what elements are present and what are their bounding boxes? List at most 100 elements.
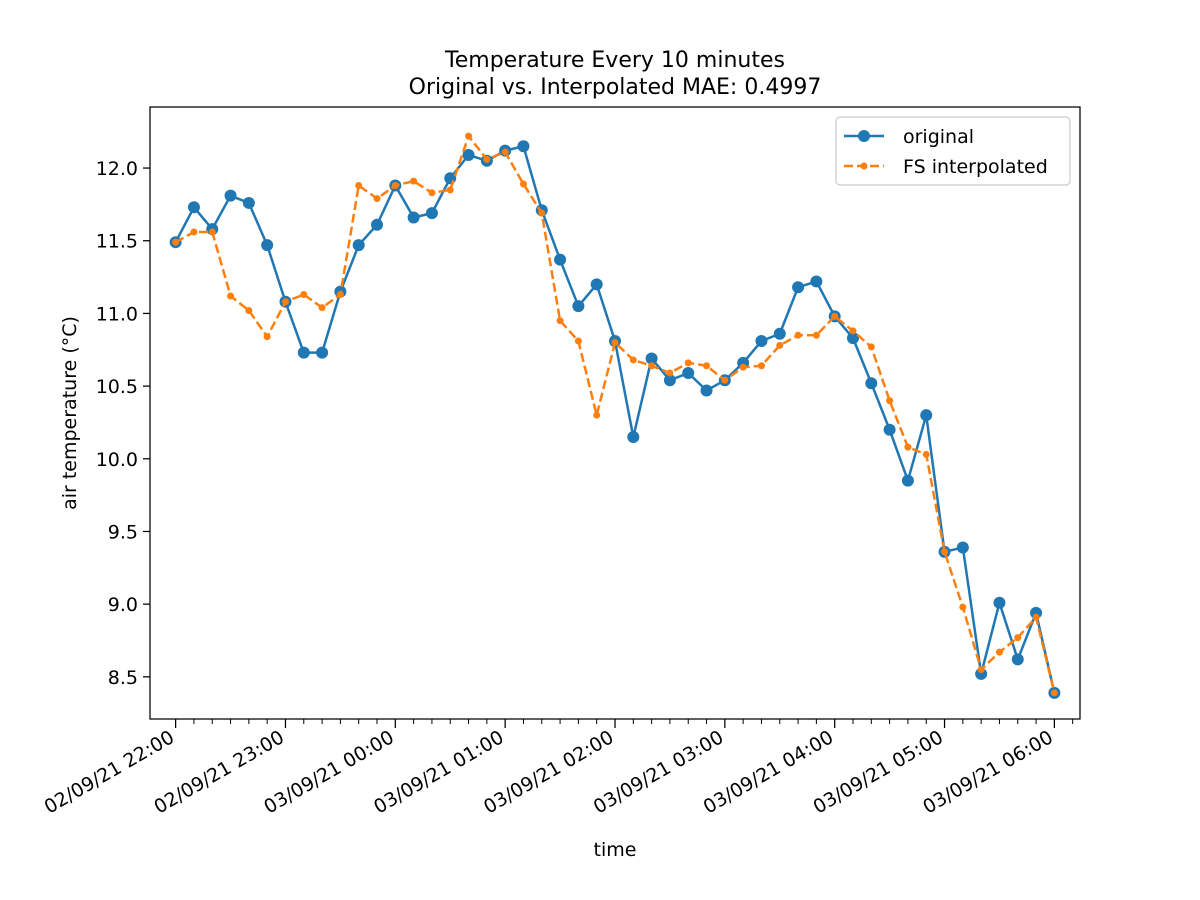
legend-fs-marker-icon <box>860 162 868 170</box>
legend-entry-fs-interpolated: FS interpolated <box>844 156 1048 178</box>
legend-label-original: original <box>903 126 974 148</box>
data-point-original <box>792 281 805 294</box>
data-point-fs-interpolated <box>556 317 564 325</box>
data-point-fs-interpolated <box>446 186 454 194</box>
data-point-fs-interpolated <box>629 356 637 364</box>
data-point-fs-interpolated <box>538 209 546 217</box>
plot-area <box>169 132 1061 699</box>
data-point-fs-interpolated <box>721 376 729 384</box>
y-tick-label: 10.0 <box>96 449 138 471</box>
data-point-fs-interpolated <box>995 648 1003 656</box>
data-point-fs-interpolated <box>410 177 418 185</box>
data-point-fs-interpolated <box>227 292 235 300</box>
data-point-original <box>407 211 420 224</box>
data-point-fs-interpolated <box>648 362 656 370</box>
data-point-fs-interpolated <box>245 307 253 315</box>
data-point-original <box>846 332 859 345</box>
data-point-fs-interpolated <box>739 363 747 371</box>
legend-label-fs-interpolated: FS interpolated <box>903 156 1048 178</box>
data-point-original <box>773 327 786 340</box>
data-point-fs-interpolated <box>501 148 509 156</box>
data-point-original <box>627 430 640 443</box>
data-point-original <box>371 218 384 231</box>
data-point-fs-interpolated <box>757 362 765 370</box>
data-point-original <box>865 377 878 390</box>
data-point-fs-interpolated <box>611 338 619 346</box>
data-point-fs-interpolated <box>1050 689 1058 697</box>
axes-frame <box>149 106 1081 720</box>
data-point-original <box>425 207 438 220</box>
y-axis-label: air temperature (°C) <box>59 316 81 510</box>
y-tick-label: 12.0 <box>96 158 138 180</box>
series-fs-interpolated <box>172 132 1058 697</box>
data-point-original <box>755 335 768 348</box>
data-point-original <box>993 596 1006 609</box>
x-axis-label: time <box>594 839 637 861</box>
data-point-original <box>242 196 255 209</box>
data-point-original <box>352 239 365 252</box>
data-point-original <box>187 201 200 214</box>
data-point-original <box>590 278 603 291</box>
data-point-fs-interpolated <box>190 228 198 236</box>
data-point-fs-interpolated <box>904 443 912 451</box>
data-point-original <box>663 374 676 387</box>
data-point-fs-interpolated <box>574 337 582 345</box>
data-point-fs-interpolated <box>593 411 601 419</box>
y-tick-label: 10.5 <box>96 376 138 398</box>
series-original <box>169 140 1061 699</box>
data-point-original <box>700 384 713 397</box>
data-point-original <box>462 148 475 161</box>
data-point-fs-interpolated <box>684 359 692 367</box>
chart-subtitle: Original vs. Interpolated MAE: 0.4997 <box>409 75 822 100</box>
chart-title: Temperature Every 10 minutes <box>444 48 785 73</box>
data-point-fs-interpolated <box>922 450 930 458</box>
legend-entry-original: original <box>844 126 974 148</box>
data-point-fs-interpolated <box>1014 634 1022 642</box>
chart-title-group: Temperature Every 10 minutes Original vs… <box>409 48 822 100</box>
data-point-fs-interpolated <box>318 304 326 312</box>
data-point-fs-interpolated <box>941 548 949 556</box>
data-point-original <box>883 423 896 436</box>
data-point-fs-interpolated <box>1032 613 1040 621</box>
data-point-fs-interpolated <box>849 327 857 335</box>
data-point-fs-interpolated <box>812 331 820 339</box>
data-point-fs-interpolated <box>794 331 802 339</box>
data-point-fs-interpolated <box>867 343 875 351</box>
y-tick-label: 8.5 <box>108 667 138 689</box>
data-point-fs-interpolated <box>465 132 473 140</box>
legend: original FS interpolated <box>835 116 1071 186</box>
y-tick-label: 11.5 <box>96 231 138 253</box>
data-point-original <box>297 346 310 359</box>
data-point-fs-interpolated <box>391 181 399 189</box>
data-point-original <box>1011 653 1024 666</box>
data-point-original <box>316 346 329 359</box>
data-point-original <box>645 352 658 365</box>
y-tick-label: 9.0 <box>108 594 138 616</box>
y-tick-label: 9.5 <box>108 521 138 543</box>
data-point-fs-interpolated <box>281 298 289 306</box>
data-point-fs-interpolated <box>666 369 674 377</box>
data-point-fs-interpolated <box>483 155 491 163</box>
data-point-original <box>224 189 237 202</box>
data-point-fs-interpolated <box>336 291 344 299</box>
data-point-fs-interpolated <box>776 341 784 349</box>
y-axis: 8.5 9.0 9.5 10.0 10.5 11.0 11.5 12.0 <box>96 158 150 689</box>
data-point-fs-interpolated <box>959 603 967 611</box>
data-point-original <box>517 140 530 153</box>
y-tick-label: 11.0 <box>96 303 138 325</box>
data-point-original <box>956 541 969 554</box>
data-point-fs-interpolated <box>831 312 839 320</box>
data-point-fs-interpolated <box>355 181 363 189</box>
data-point-original <box>920 409 933 422</box>
data-point-fs-interpolated <box>373 195 381 203</box>
data-point-original <box>810 275 823 288</box>
data-point-fs-interpolated <box>703 362 711 370</box>
data-point-original <box>901 474 914 487</box>
data-point-original <box>682 367 695 380</box>
data-point-original <box>572 300 585 313</box>
data-point-original <box>261 239 274 252</box>
data-point-fs-interpolated <box>172 238 180 246</box>
legend-box <box>835 116 1071 186</box>
